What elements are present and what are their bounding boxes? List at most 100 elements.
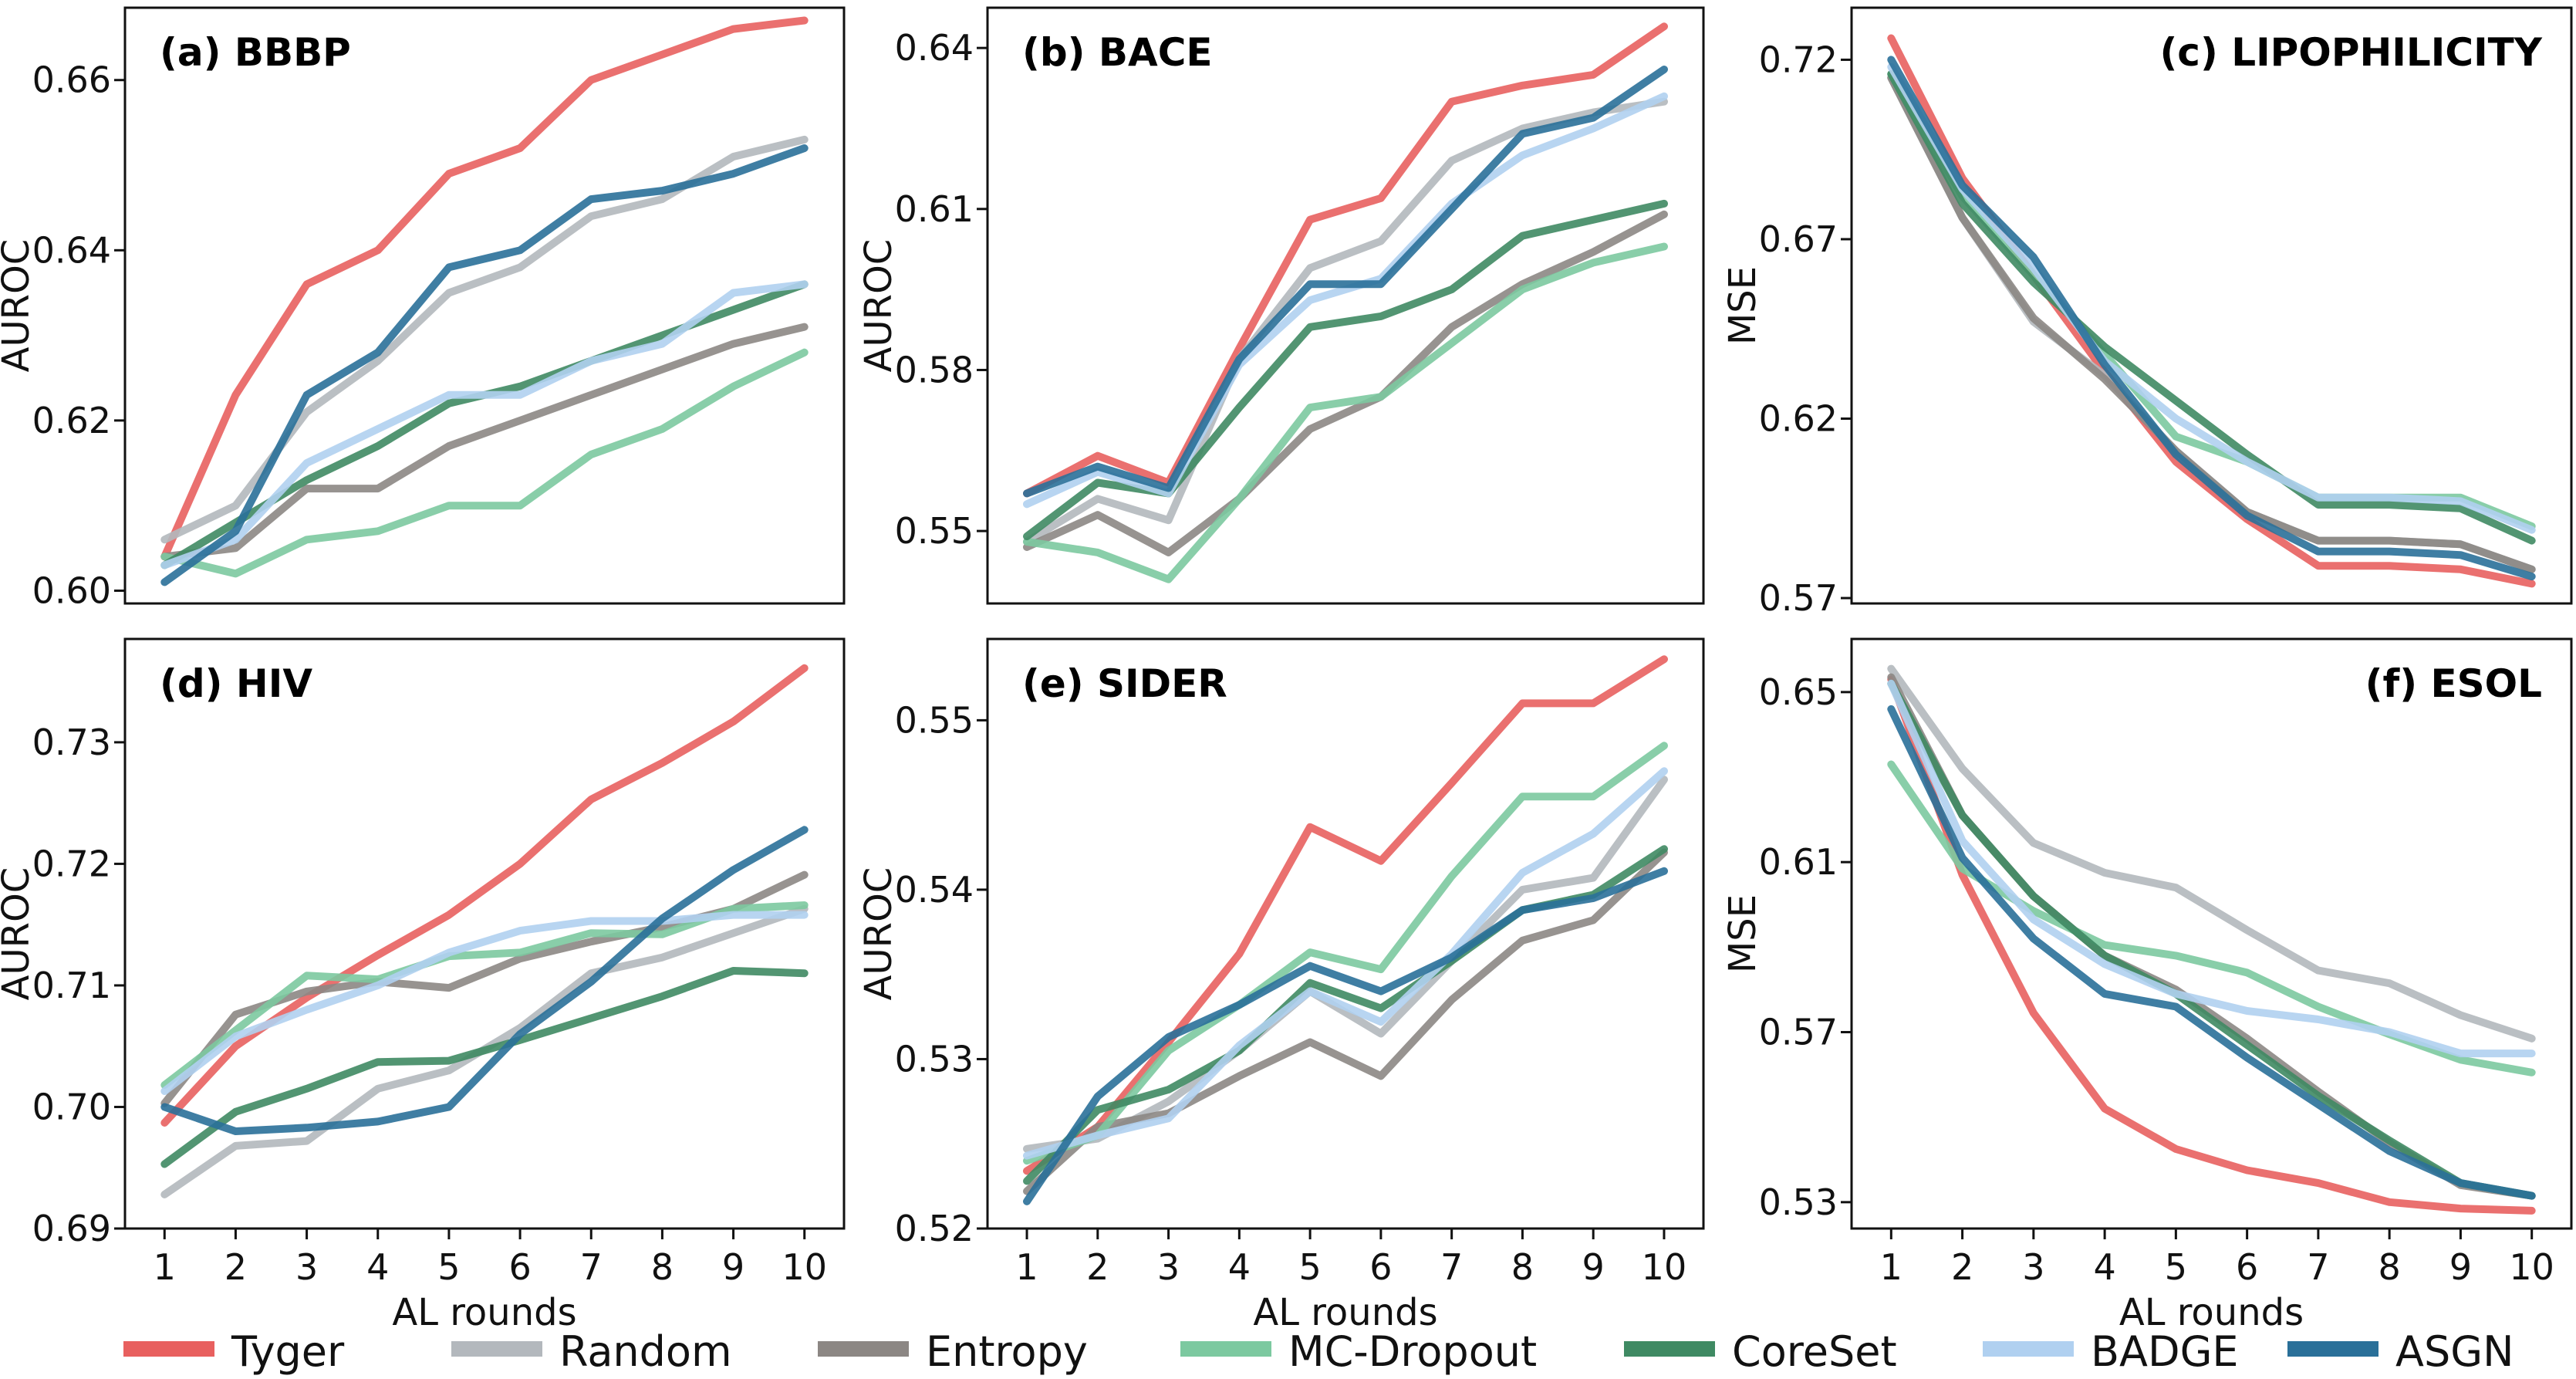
- x-tick-label: 3: [295, 1246, 318, 1288]
- x-tick-label: 8: [1511, 1246, 1534, 1288]
- panel-title: (c) LIPOPHILICITY: [2159, 30, 2542, 75]
- panel-title: (a) BBBP: [160, 30, 351, 75]
- legend-label: ASGN: [2395, 1327, 2514, 1376]
- y-tick-label: 0.62: [32, 400, 111, 441]
- panel-5: 0.52 0.53 0.54 0.55 1 2 3 4 5 6 7 8 9 10 AL rounds AURO…: [857, 637, 1705, 1334]
- legend-swatch: [1624, 1341, 1715, 1357]
- legend-label: Tyger: [231, 1327, 345, 1376]
- legend-item-tyger: Tyger: [123, 1327, 345, 1376]
- legend-item-asgn: ASGN: [2287, 1327, 2514, 1376]
- series-line-coreset: [1023, 199, 1668, 541]
- x-tick-label: 5: [1298, 1246, 1321, 1288]
- y-tick-label: 0.55: [895, 699, 974, 741]
- x-axis-label: AL rounds: [2119, 1291, 2304, 1334]
- x-tick-label: 2: [1951, 1246, 1973, 1288]
- y-tick-label: 0.64: [895, 27, 974, 69]
- series-line-mc-dropout: [1023, 242, 1668, 583]
- x-tick-label: 4: [366, 1246, 389, 1288]
- x-tick-label: 9: [2449, 1246, 2472, 1288]
- x-tick-label: 8: [651, 1246, 674, 1288]
- y-axis-label: AUROC: [857, 239, 900, 373]
- x-tick-label: 3: [2022, 1246, 2044, 1288]
- panel-title: (d) HIV: [160, 661, 312, 706]
- x-tick-label: 1: [1880, 1246, 1902, 1288]
- y-tick-label: 0.72: [32, 843, 111, 884]
- y-tick-label: 0.60: [32, 570, 111, 611]
- plot-frame: [123, 637, 846, 1230]
- plot-frame: [123, 6, 846, 605]
- x-axis-label: AL rounds: [392, 1291, 576, 1334]
- series-line-mc-dropout: [160, 348, 809, 578]
- x-tick-label: 7: [2307, 1246, 2329, 1288]
- x-tick-label: 6: [2236, 1246, 2258, 1288]
- x-tick-label: 3: [1157, 1246, 1180, 1288]
- y-tick-label: 0.72: [1759, 39, 1838, 80]
- panel-4: 0.69 0.70 0.71 0.72 0.73 1 2 3 4 5 6 7 8 9 10 AL rounds…: [0, 637, 846, 1334]
- x-tick-label: 1: [154, 1246, 176, 1288]
- plot-frame: [986, 637, 1705, 1230]
- y-tick-label: 0.54: [895, 869, 974, 911]
- x-tick-label: 4: [2093, 1246, 2115, 1288]
- x-tick-label: 7: [1440, 1246, 1463, 1288]
- legend-item-random: Random: [451, 1327, 732, 1376]
- x-tick-label: 4: [1228, 1246, 1251, 1288]
- panel-title: (b) BACE: [1022, 30, 1213, 75]
- series-line-badge: [1023, 92, 1668, 509]
- series-line-coreset: [1887, 679, 2536, 1200]
- legend-swatch: [818, 1341, 909, 1357]
- series-line-entropy: [1023, 210, 1668, 556]
- series-line-tyger: [1023, 655, 1668, 1175]
- y-tick-label: 0.53: [895, 1038, 974, 1080]
- series-line-mc-dropout: [1023, 742, 1668, 1165]
- legend-swatch: [123, 1341, 214, 1357]
- series-line-entropy: [1023, 848, 1668, 1195]
- panel-1: 0.60 0.62 0.64 0.66 AUROC (a) BBBP: [0, 6, 846, 611]
- x-tick-label: 9: [722, 1246, 744, 1288]
- x-tick-label: 10: [2509, 1246, 2554, 1288]
- x-tick-label: 8: [2378, 1246, 2401, 1288]
- y-tick-label: 0.58: [895, 349, 974, 390]
- legend-label: Random: [559, 1327, 732, 1376]
- x-tick-label: 10: [1642, 1246, 1687, 1288]
- y-tick-label: 0.53: [1759, 1181, 1838, 1223]
- y-tick-label: 0.71: [32, 965, 111, 1006]
- series-line-mc-dropout: [1887, 70, 2536, 530]
- plot-frame: [1850, 637, 2573, 1230]
- y-tick-label: 0.61: [895, 188, 974, 230]
- series-line-badge: [1023, 767, 1668, 1160]
- series-line-asgn: [160, 826, 809, 1135]
- y-axis-label: AUROC: [0, 239, 38, 373]
- legend-label: Entropy: [926, 1327, 1088, 1376]
- plot-frame: [1850, 6, 2573, 605]
- y-tick-label: 0.69: [32, 1208, 111, 1249]
- series-line-badge: [160, 280, 809, 570]
- panels: 0.60 0.62 0.64 0.66 AUROC (a) BBBP 0.55 0.58 0.6…: [0, 6, 2573, 1334]
- series-line-badge: [1887, 63, 2536, 534]
- x-tick-label: 2: [225, 1246, 247, 1288]
- x-tick-label: 7: [580, 1246, 603, 1288]
- panel-6: 0.53 0.57 0.61 0.65 1 2 3 4 5 6 7 8 9 10 AL rounds MSE (…: [1721, 637, 2573, 1334]
- y-tick-label: 0.52: [895, 1208, 974, 1249]
- x-tick-label: 6: [508, 1246, 531, 1288]
- x-tick-label: 10: [782, 1246, 827, 1288]
- legend-item-mc-dropout: MC-Dropout: [1180, 1327, 1537, 1376]
- series-line-badge: [1887, 679, 2536, 1058]
- series-line-asgn: [1023, 66, 1668, 498]
- series-line-tyger: [1887, 675, 2536, 1215]
- legend-item-coreset: CoreSet: [1624, 1327, 1897, 1376]
- y-tick-label: 0.57: [1759, 577, 1838, 619]
- y-tick-label: 0.57: [1759, 1012, 1838, 1053]
- legend-label: MC-Dropout: [1288, 1327, 1537, 1376]
- y-tick-label: 0.55: [895, 510, 974, 552]
- y-axis-label: MSE: [1721, 894, 1764, 973]
- series-line-mc-dropout: [1887, 760, 2536, 1076]
- y-tick-label: 0.61: [1759, 841, 1838, 883]
- y-axis-label: AUROC: [857, 867, 900, 1001]
- x-tick-label: 2: [1086, 1246, 1109, 1288]
- legend: Tyger Random Entropy MC-Dropout CoreSet BADGE…: [123, 1327, 2514, 1376]
- legend-swatch: [2287, 1341, 2378, 1357]
- legend-swatch: [1180, 1341, 1271, 1357]
- series-line-badge: [160, 911, 809, 1095]
- x-tick-label: 9: [1582, 1246, 1605, 1288]
- plot-frame: [986, 6, 1705, 605]
